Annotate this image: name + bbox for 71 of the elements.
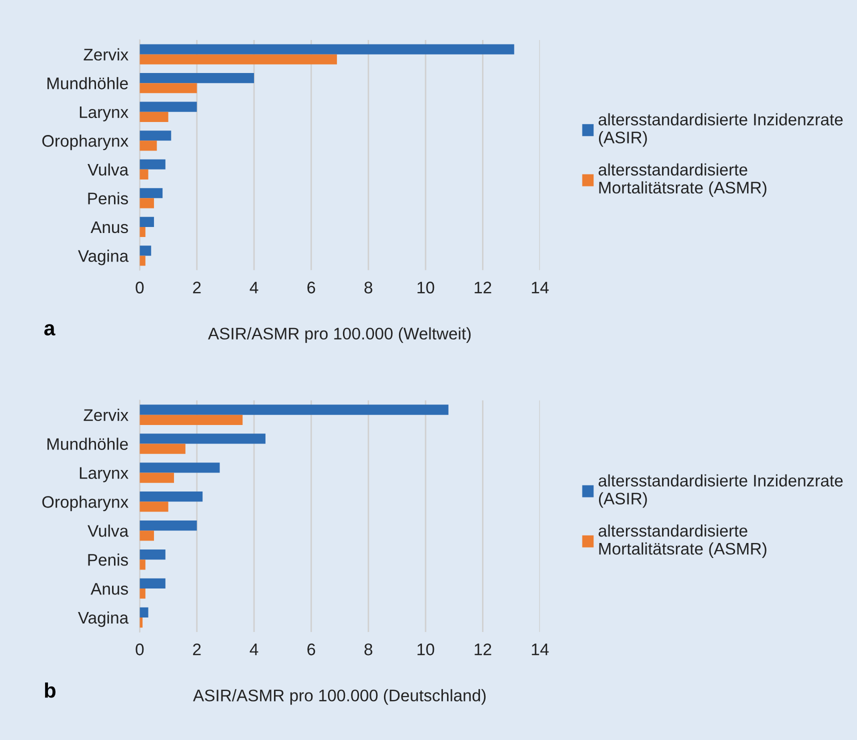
bar	[140, 520, 197, 531]
bar	[140, 169, 148, 180]
text: a	[44, 324, 56, 336]
x-tick-label: 12	[474, 282, 492, 294]
legend-label: altersstandardisierte Inzidenzrate (ASIR)	[598, 113, 843, 147]
x-tick-label: 4	[250, 282, 258, 294]
x-tick-label: 4	[250, 644, 258, 656]
bar	[140, 560, 146, 570]
bar	[140, 54, 337, 64]
bar	[140, 607, 148, 618]
x-tick-label: 8	[364, 282, 372, 294]
x-tick-label: 12	[474, 644, 492, 656]
x-tick-label: 6	[307, 282, 316, 294]
bar	[140, 159, 166, 170]
bar	[140, 414, 243, 425]
x-tick-label: 10	[418, 644, 434, 656]
bar	[140, 444, 186, 454]
y-tick-label: Oropharynx	[42, 496, 128, 512]
x-axis-title: ASIR/ASMR pro 100.000 (Weltweit)	[208, 327, 471, 343]
x-tick-label: 14	[532, 282, 549, 294]
x-tick-label: 2	[193, 644, 201, 656]
bar	[140, 188, 163, 198]
bar	[140, 462, 220, 473]
bar	[140, 73, 254, 84]
bar	[140, 588, 146, 599]
bar	[140, 226, 146, 238]
x-axis-title: ASIR/ASMR pro 100.000 (Deutschland)	[193, 689, 486, 705]
y-tick-label: Larynx	[80, 467, 128, 482]
bar	[140, 578, 166, 589]
y-tick-label: Penis	[88, 192, 128, 204]
legend-label: altersstandardisierte Mortalitätsrate (ASMR)	[598, 163, 766, 197]
y-tick-label: Zervix	[84, 408, 128, 422]
bar	[140, 130, 172, 141]
legend-label: altersstandardisierte Inzidenzrate (ASIR)	[598, 474, 843, 508]
x-tick-label: 14	[532, 644, 549, 656]
text: b	[45, 682, 56, 698]
y-tick-label: Zervix	[84, 48, 128, 61]
bar	[140, 216, 154, 227]
bar	[140, 140, 157, 151]
x-tick-label: 10	[418, 282, 434, 294]
bar	[140, 198, 154, 208]
bar	[140, 112, 168, 122]
y-tick-label: Vagina	[78, 611, 129, 627]
y-tick-label: Larynx	[80, 106, 128, 122]
bar	[140, 102, 197, 112]
bar	[140, 472, 174, 483]
y-tick-label: Vulva	[88, 163, 129, 176]
bar	[140, 246, 152, 256]
bar	[140, 492, 203, 502]
y-tick-label: Penis	[88, 554, 128, 566]
bar	[140, 44, 514, 54]
bar	[140, 83, 197, 94]
legend-label: altersstandardisierte Mortalitätsrate (ASMR)	[598, 524, 766, 558]
x-tick-label: 6	[307, 644, 316, 656]
y-tick-label: Mundhöhle	[47, 438, 128, 450]
bar	[140, 502, 168, 512]
bar	[140, 404, 448, 415]
bar	[140, 549, 166, 560]
x-tick-label: 0	[136, 644, 144, 656]
y-tick-label: Oropharynx	[42, 134, 128, 150]
x-tick-label: 0	[136, 282, 144, 294]
y-tick-label: Vagina	[78, 250, 129, 266]
y-tick-label: Anus	[90, 222, 128, 234]
bar	[140, 530, 154, 541]
y-tick-label: Mundhöhle	[47, 77, 128, 90]
bar	[140, 256, 146, 266]
y-tick-label: Vulva	[88, 524, 129, 537]
x-tick-label: 2	[193, 282, 201, 294]
y-tick-label: Anus	[90, 583, 128, 595]
x-tick-label: 8	[364, 644, 372, 656]
bar	[140, 434, 266, 444]
